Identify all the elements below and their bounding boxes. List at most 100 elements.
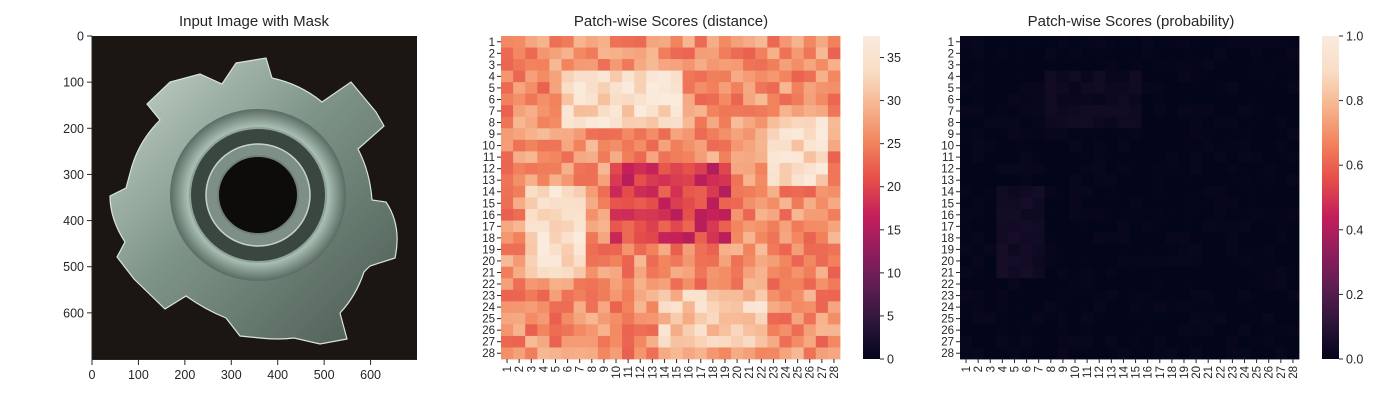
col-tick-label: 10 (1070, 366, 1082, 379)
heatmap-cell (1165, 278, 1179, 291)
heatmap-cell (634, 70, 647, 83)
heatmap-cell (537, 324, 550, 337)
heatmap-cell (960, 255, 973, 268)
col-tick-label: 8 (1046, 366, 1058, 372)
heatmap-cell (755, 209, 768, 221)
heatmap-cell (743, 93, 756, 106)
heatmap-cell (537, 301, 550, 314)
heatmap-cell (658, 220, 671, 233)
heatmap-cell (1044, 116, 1058, 129)
heatmap-cell (1165, 243, 1179, 256)
heatmap-cell (1202, 93, 1215, 106)
heatmap-cell (501, 139, 514, 152)
heatmap-cell (1177, 220, 1191, 233)
heatmap-cell (561, 82, 575, 95)
heatmap-cell (1105, 266, 1118, 279)
heatmap-cell (609, 70, 623, 83)
heatmap-cell (1238, 324, 1251, 337)
heatmap-cell (706, 324, 720, 337)
heatmap-cell (1141, 82, 1155, 95)
heatmap-cell (1008, 70, 1021, 83)
heatmap-cell (1165, 59, 1179, 72)
heatmap-cell (1238, 116, 1251, 129)
heatmap-cell (1226, 47, 1239, 60)
heatmap-cell (1008, 278, 1021, 291)
heatmap-cell (1190, 116, 1203, 129)
heatmap-cell (585, 232, 599, 245)
heatmap-cell (1286, 93, 1300, 106)
heatmap-cell (791, 255, 805, 268)
heatmap-cell (1177, 59, 1191, 72)
heatmap-cell (743, 82, 756, 95)
heatmap-cell (731, 220, 744, 233)
heatmap-cell (1238, 278, 1251, 291)
heatmap-cell (1068, 335, 1082, 348)
heatmap-cell (1177, 301, 1191, 314)
row-tick-label: 7 (948, 106, 954, 118)
heatmap-cell (597, 105, 611, 118)
heatmap-cell (755, 324, 768, 337)
heatmap-cell (501, 151, 514, 164)
heatmap-cell (718, 312, 732, 325)
heatmap-cell (767, 312, 780, 325)
heatmap-cell (984, 151, 997, 164)
heatmap-cell (1081, 278, 1094, 291)
heatmap-cell (815, 93, 829, 106)
heatmap-cell (573, 197, 587, 210)
heatmap-cell (597, 255, 611, 268)
heatmap-cell (803, 255, 817, 268)
heatmap-cell (1020, 197, 1034, 210)
heatmap-cell (1032, 105, 1046, 118)
row-tick-label: 20 (482, 256, 495, 268)
heatmap-cell (827, 232, 841, 245)
heatmap-cell (501, 232, 514, 245)
heatmap-cell (706, 347, 720, 360)
heatmap-cell (1117, 47, 1130, 60)
heatmap-cell (972, 209, 985, 221)
colorbar-tick-label: 30 (887, 94, 901, 108)
heatmap-cell (1250, 59, 1264, 72)
heatmap-cell (791, 220, 805, 233)
heatmap-cell (1093, 162, 1106, 175)
heatmap-cell (743, 174, 756, 187)
heatmap-cell (1044, 70, 1058, 83)
heatmap-cell (960, 220, 973, 233)
heatmap-cell (561, 174, 575, 187)
heatmap-cell (1190, 105, 1203, 118)
heatmap-cell (694, 266, 708, 279)
heatmap-cell (1262, 220, 1276, 233)
distance-colorbar-gradient (863, 36, 880, 359)
heatmap-cell (682, 312, 696, 325)
heatmap-cell (1262, 312, 1276, 325)
heatmap-cell (731, 59, 744, 72)
heatmap-cell (1286, 82, 1300, 95)
heatmap-cell (1105, 243, 1118, 256)
heatmap-cell (815, 266, 829, 279)
heatmap-cell (1165, 70, 1179, 83)
heatmap-cell (1117, 335, 1130, 348)
heatmap-cell (597, 36, 611, 48)
heatmap-cell (1153, 174, 1167, 187)
heatmap-cell (1177, 151, 1191, 164)
heatmap-cell (513, 255, 526, 268)
heatmap-cell (1044, 266, 1058, 279)
heatmap-cell (525, 197, 538, 210)
heatmap-cell (622, 82, 635, 95)
heatmap-cell (634, 232, 647, 245)
heatmap-cell (646, 70, 659, 83)
heatmap-cell (1214, 82, 1227, 95)
heatmap-cell (779, 174, 792, 187)
heatmap-cell (549, 116, 562, 129)
heatmap-cell (573, 36, 587, 48)
heatmap-cell (743, 324, 756, 337)
row-tick-label: 20 (941, 256, 954, 268)
heatmap-cell (1262, 105, 1276, 118)
heatmap-cell (815, 151, 829, 164)
heatmap-cell (1008, 47, 1021, 60)
heatmap-cell (1214, 70, 1227, 83)
heatmap-cell (815, 301, 829, 314)
heatmap-cell (1226, 232, 1239, 245)
heatmap-cell (513, 278, 526, 291)
heatmap-cell (791, 105, 805, 118)
heatmap-cell (972, 347, 985, 360)
